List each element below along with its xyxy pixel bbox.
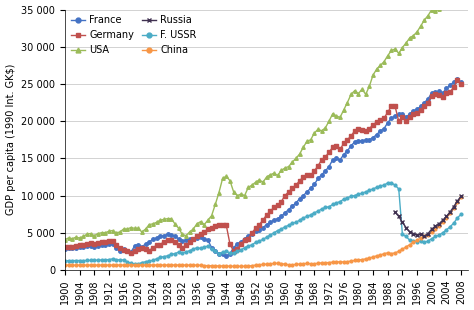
Line: Russia: Russia — [393, 194, 463, 239]
Russia — [458, 194, 464, 198]
Line: France: France — [63, 77, 463, 258]
Russia — [455, 199, 460, 203]
Line: China: China — [64, 196, 463, 268]
Russia — [421, 235, 427, 238]
F. USSR — [458, 212, 464, 216]
China — [326, 261, 332, 264]
Y-axis label: GDP per capita (1990 Int. GK$): GDP per capita (1990 Int. GK$) — [6, 64, 16, 215]
Russia — [433, 224, 438, 228]
F. USSR — [176, 250, 182, 254]
F. USSR — [278, 227, 284, 231]
Germany — [278, 200, 284, 203]
Russia — [429, 227, 435, 231]
France — [223, 254, 229, 258]
Germany — [198, 232, 203, 236]
USA — [91, 234, 97, 237]
China — [194, 263, 200, 267]
F. USSR — [282, 225, 288, 229]
China — [172, 263, 178, 267]
Russia — [400, 220, 405, 224]
Germany — [282, 194, 288, 197]
Germany — [176, 243, 182, 246]
USA — [62, 238, 68, 241]
Germany — [326, 151, 332, 154]
USA — [322, 126, 328, 130]
France — [62, 247, 68, 250]
Russia — [425, 232, 431, 235]
China — [458, 195, 464, 199]
Russia — [403, 226, 409, 229]
China — [62, 263, 68, 267]
Line: F. USSR: F. USSR — [64, 182, 463, 265]
Russia — [392, 210, 398, 214]
F. USSR — [326, 205, 332, 209]
Germany — [455, 78, 460, 82]
F. USSR — [91, 259, 97, 262]
Russia — [436, 222, 442, 226]
USA — [194, 222, 200, 226]
Russia — [414, 233, 420, 237]
France — [458, 81, 464, 84]
USA — [275, 174, 281, 177]
Germany — [62, 245, 68, 249]
China — [282, 262, 288, 266]
Line: Germany: Germany — [63, 78, 463, 255]
Line: USA: USA — [63, 0, 463, 241]
France — [172, 235, 178, 238]
F. USSR — [132, 262, 137, 266]
France — [326, 165, 332, 168]
Germany — [458, 82, 464, 86]
Russia — [407, 230, 412, 234]
Germany — [128, 251, 134, 255]
USA — [172, 222, 178, 226]
France — [282, 211, 288, 215]
F. USSR — [62, 259, 68, 263]
China — [235, 264, 240, 268]
Russia — [440, 218, 446, 222]
France — [91, 245, 97, 249]
France — [278, 215, 284, 218]
F. USSR — [385, 181, 391, 185]
China — [278, 262, 284, 265]
Russia — [410, 232, 416, 235]
France — [455, 77, 460, 81]
Russia — [444, 215, 449, 218]
F. USSR — [198, 246, 203, 250]
Russia — [396, 215, 401, 218]
Germany — [91, 242, 97, 246]
China — [91, 263, 97, 267]
Russia — [447, 210, 453, 214]
USA — [278, 168, 284, 172]
Russia — [451, 205, 456, 209]
Legend: France, Germany, USA, Russia, F. USSR, China: France, Germany, USA, Russia, F. USSR, C… — [68, 12, 200, 58]
Russia — [418, 232, 424, 236]
France — [194, 236, 200, 240]
